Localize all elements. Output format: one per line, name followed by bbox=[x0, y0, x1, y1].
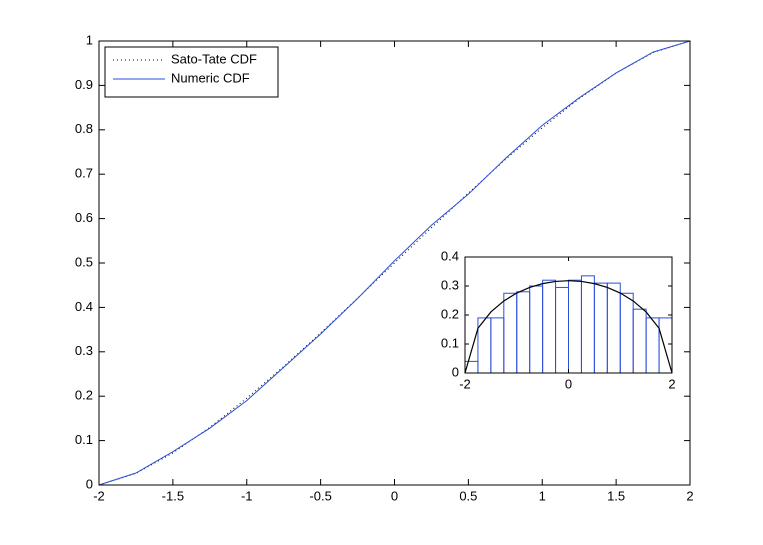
y-tick-label: 0.2 bbox=[441, 306, 459, 321]
y-tick-label: 0.1 bbox=[75, 432, 93, 447]
legend-label: Numeric CDF bbox=[171, 70, 250, 85]
y-tick-label: 0 bbox=[452, 364, 459, 379]
y-tick-label: 0.4 bbox=[441, 248, 459, 263]
x-tick-label: -2 bbox=[93, 488, 105, 503]
x-tick-label: -0.5 bbox=[309, 488, 331, 503]
x-tick-label: 0.5 bbox=[459, 488, 477, 503]
y-tick-label: 0 bbox=[86, 476, 93, 491]
y-tick-label: 0.7 bbox=[75, 166, 93, 181]
y-tick-label: 1 bbox=[86, 32, 93, 47]
y-tick-label: 0.3 bbox=[75, 343, 93, 358]
density-curve bbox=[464, 280, 673, 374]
y-tick-label: 0.9 bbox=[75, 77, 93, 92]
y-tick-label: 0.8 bbox=[75, 121, 93, 136]
y-tick-label: 0.3 bbox=[441, 277, 459, 292]
y-tick-label: 0.4 bbox=[75, 299, 93, 314]
x-tick-label: 1.5 bbox=[607, 488, 625, 503]
y-tick-label: 0.6 bbox=[75, 210, 93, 225]
x-tick-label: 2 bbox=[668, 376, 675, 391]
x-tick-label: 1 bbox=[539, 488, 546, 503]
legend-box bbox=[104, 46, 279, 98]
x-tick-label: -1.5 bbox=[162, 488, 184, 503]
y-tick-label: 0.2 bbox=[75, 388, 93, 403]
x-tick-label: -2 bbox=[459, 376, 471, 391]
x-tick-label: 2 bbox=[686, 488, 693, 503]
x-tick-label: 0 bbox=[565, 376, 572, 391]
y-tick-label: 0.5 bbox=[75, 254, 93, 269]
y-tick-label: 0.1 bbox=[441, 335, 459, 350]
legend-label: Sato-Tate CDF bbox=[171, 51, 257, 66]
x-tick-label: 0 bbox=[391, 488, 398, 503]
cdf-line bbox=[98, 40, 691, 486]
x-tick-label: -1 bbox=[241, 488, 253, 503]
